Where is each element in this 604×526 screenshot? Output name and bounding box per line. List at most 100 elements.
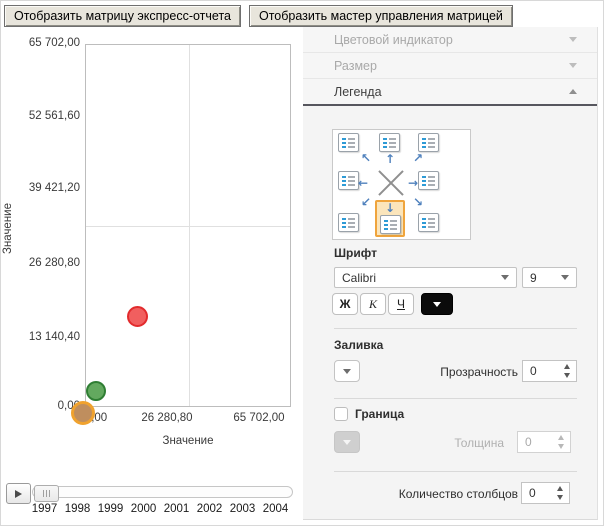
border-section-label: Граница [355,407,405,421]
bold-button[interactable]: Ж [332,293,358,315]
x-tick: 26 280,80 [141,412,193,424]
transparency-spinner[interactable]: 0 [522,360,577,382]
transparency-value: 0 [530,364,537,378]
bubble-orange [71,401,95,425]
section-label: Цветовой индикатор [334,32,453,47]
divider [334,398,577,399]
legend-position-top-left[interactable] [338,133,359,152]
y-tick: 26 280,80 [28,257,80,269]
y-axis-title: Значение [2,203,14,255]
section-label: Легенда [334,84,382,99]
year-label: 2001 [163,503,190,515]
chevron-down-icon [569,37,577,42]
year-label: 2002 [196,503,223,515]
legend-position-selector: ↖ ↑ ↗ ← → ↙ ↘ ↓ [332,129,471,240]
legend-icon [379,215,401,234]
timeline-year-labels: 1997 1998 1999 2000 2001 2002 2003 2004 [28,503,292,515]
border-color-dropdown[interactable] [334,431,360,453]
year-label: 2000 [130,503,157,515]
legend-position-middle-left[interactable] [338,171,359,190]
thickness-label: Толщина [454,436,504,450]
columns-count-spinner[interactable]: 0 [521,482,570,504]
legend-position-middle-right[interactable] [418,171,439,190]
spinner-down-icon[interactable] [564,373,570,378]
font-family-select[interactable]: Calibri [334,267,517,288]
font-size-select[interactable]: 9 [522,267,577,288]
show-express-report-matrix-button[interactable]: Отобразить матрицу экспресс-отчета [4,5,241,27]
border-checkbox[interactable] [334,407,348,421]
year-label: 1998 [64,503,91,515]
arrow-up-right-icon: ↗ [413,151,424,165]
y-tick: 0,00 [57,400,80,412]
grip-icon [43,490,44,497]
vertical-gridline [189,45,190,406]
x-axis-title: Значение [162,435,214,447]
italic-button[interactable]: К [360,293,386,315]
chevron-up-icon [569,89,577,94]
columns-count-value: 0 [529,486,536,500]
x-tick: 65 702,00 [233,412,285,424]
grip-icon [46,490,47,497]
year-label: 1999 [97,503,124,515]
arrow-up-left-icon: ↖ [361,151,372,165]
chevron-down-icon [433,301,441,307]
y-tick: 13 140,40 [28,331,80,343]
bubble-red [127,306,148,327]
chevron-down-icon [343,368,351,374]
divider [334,471,577,472]
font-section-label: Шрифт [334,246,377,260]
thickness-spinner: 0 [517,431,571,453]
arrow-right-icon: → [408,176,419,190]
legend-position-top-center[interactable] [379,133,400,152]
columns-count-label: Количество столбцов [398,487,518,501]
legend-position-none[interactable] [377,169,405,197]
chevron-down-icon [501,275,509,280]
year-label: 2003 [229,503,256,515]
spinner-up-icon [558,435,564,440]
legend-position-bottom-left[interactable] [338,213,359,232]
play-icon [15,489,22,498]
timeline-play-button[interactable] [6,483,31,504]
arrow-left-icon: ← [358,176,369,190]
bubble-green [86,381,106,401]
year-label: 1997 [31,503,58,515]
font-color-button[interactable] [421,293,453,315]
fill-section-label: Заливка [334,338,384,352]
section-header-size[interactable]: Размер [303,53,597,79]
arrow-down-right-icon: ↘ [413,195,424,209]
font-family-value: Calibri [342,270,377,285]
year-label: 2004 [262,503,289,515]
timeline-slider-thumb[interactable] [34,485,59,502]
underline-button[interactable]: Ч [388,293,414,315]
legend-position-bottom-right[interactable] [418,213,439,232]
show-matrix-master-button[interactable]: Отобразить мастер управления матрицей [249,5,513,27]
thickness-value: 0 [525,435,532,449]
grip-icon [49,490,50,497]
timeline-slider-track[interactable] [32,486,293,498]
section-header-color-indicator[interactable]: Цветовой индикатор [303,27,597,53]
chevron-down-icon [561,275,569,280]
legend-position-top-right[interactable] [418,133,439,152]
legend-position-bottom-center-selected[interactable]: ↓ [375,200,405,237]
spinner-down-icon[interactable] [557,495,563,500]
chevron-down-icon [343,439,351,445]
font-size-value: 9 [530,270,537,285]
divider [334,328,577,329]
transparency-label: Прозрачность [440,365,518,379]
arrow-down-left-icon: ↙ [361,195,372,209]
settings-panel: Цветовой индикатор Размер Легенда ↖ ↑ ↗ … [303,27,598,520]
spinner-up-icon[interactable] [557,486,563,491]
y-tick: 39 421,20 [28,182,80,194]
section-header-legend[interactable]: Легенда [303,79,597,106]
bubble-chart-plot-area [85,44,291,407]
spinner-up-icon[interactable] [564,364,570,369]
y-tick: 65 702,00 [28,37,80,49]
section-label: Размер [334,58,377,73]
arrow-up-icon: ↑ [385,152,396,166]
y-tick: 52 561,60 [28,110,80,122]
horizontal-gridline [86,226,290,227]
chevron-down-icon [569,63,577,68]
fill-color-dropdown[interactable] [334,360,360,382]
spinner-down-icon [558,444,564,449]
